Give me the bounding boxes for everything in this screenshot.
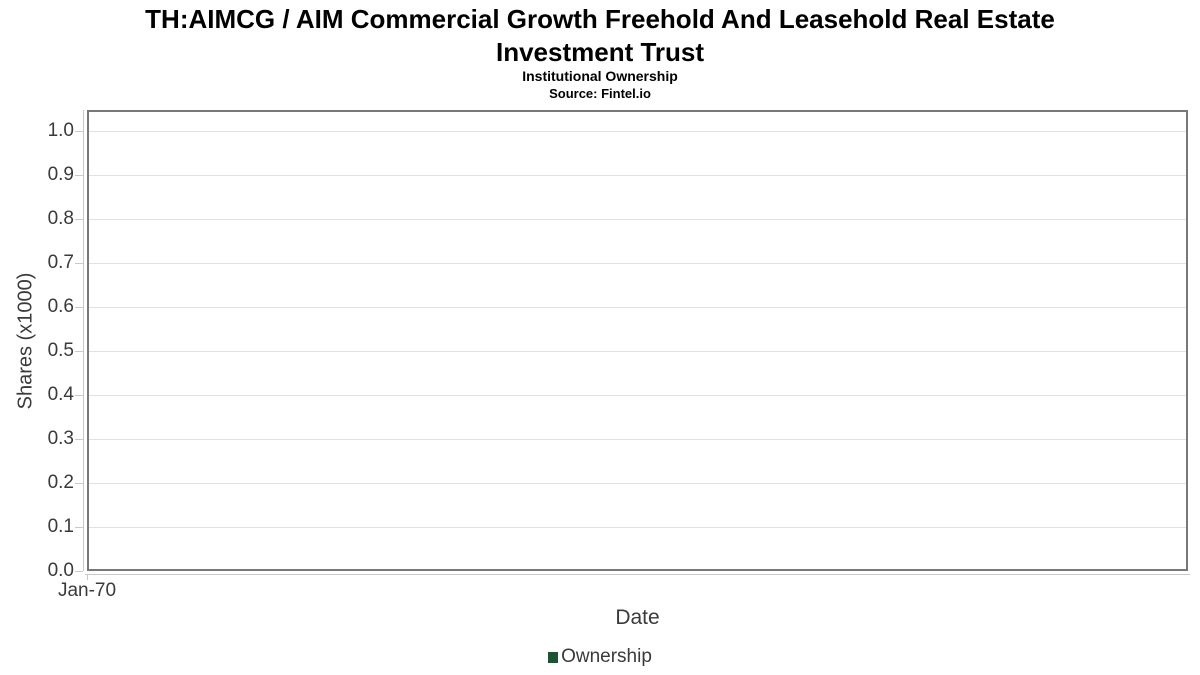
y-tick-label: 0.9 (47, 164, 74, 185)
y-tick-label: 0.4 (47, 384, 74, 405)
y-tick-mark (75, 263, 83, 264)
legend-label: Ownership (561, 646, 652, 667)
y-gridline (89, 351, 1186, 352)
chart-subtitle: Institutional Ownership (522, 68, 678, 84)
y-gridline (89, 483, 1186, 484)
y-tick-label: 0.5 (47, 340, 74, 361)
y-gridline (89, 131, 1186, 132)
y-gridline (89, 219, 1186, 220)
y-tick-label: 1.0 (47, 120, 74, 141)
chart-title-line2: Investment Trust (495, 37, 705, 67)
y-tick-label: 0.3 (47, 428, 74, 449)
y-gridline (89, 307, 1186, 308)
legend-item-ownership[interactable]: Ownership (548, 646, 652, 668)
chart-source-credit: Source: Fintel.io (549, 86, 651, 101)
x-axis-line (85, 574, 1190, 575)
chart-title-line1: TH:AIMCG / AIM Commercial Growth Freehol… (145, 4, 1055, 34)
y-tick-label: 0.6 (47, 296, 74, 317)
y-tick-label: 0.7 (47, 252, 74, 273)
y-tick-label: 0.0 (47, 560, 74, 581)
y-gridline (89, 527, 1186, 528)
legend: Ownership (0, 646, 1200, 668)
y-tick-label: 0.1 (47, 516, 74, 537)
y-tick-mark (75, 439, 83, 440)
y-tick-label: 0.8 (47, 208, 74, 229)
x-tick-label: Jan-70 (57, 580, 117, 601)
y-tick-mark (75, 527, 83, 528)
y-tick-mark (75, 483, 83, 484)
y-tick-mark (75, 395, 83, 396)
y-axis-line (83, 110, 84, 571)
y-tick-mark (75, 307, 83, 308)
y-gridline (89, 395, 1186, 396)
y-tick-mark (75, 571, 83, 572)
y-gridline (89, 263, 1186, 264)
y-gridline (89, 439, 1186, 440)
y-tick-mark (75, 175, 83, 176)
x-axis-title: Date (615, 606, 660, 629)
y-tick-label: 0.2 (47, 472, 74, 493)
chart-title: TH:AIMCG / AIM Commercial Growth Freehol… (0, 3, 1200, 69)
y-tick-mark (75, 131, 83, 132)
y-gridline (89, 175, 1186, 176)
plot-area (87, 110, 1188, 571)
y-tick-mark (75, 219, 83, 220)
x-tick-mark (87, 575, 88, 580)
y-tick-mark (75, 351, 83, 352)
legend-marker-square (548, 651, 559, 663)
